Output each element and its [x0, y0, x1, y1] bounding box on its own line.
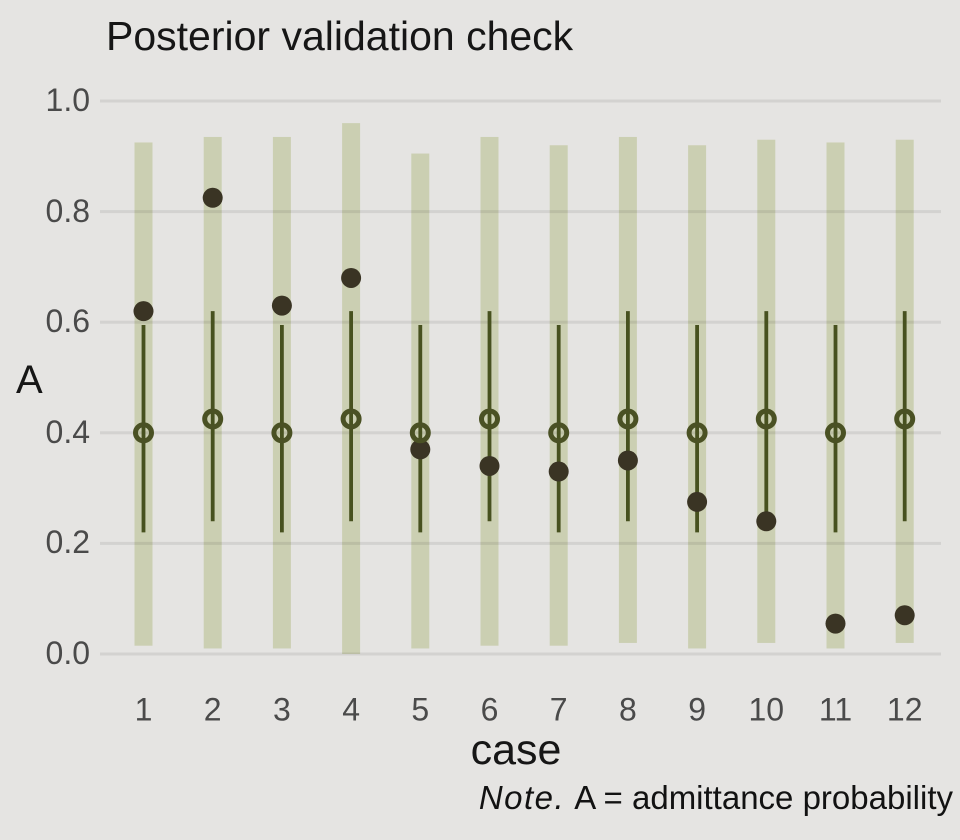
gridline [100, 210, 941, 214]
y-axis-label: A [16, 358, 43, 402]
observed-dot [894, 605, 915, 626]
observed-dot [825, 613, 846, 634]
observed-dot [756, 511, 777, 532]
observed-dot [479, 455, 500, 476]
median-open-circle [271, 422, 293, 444]
median-open-circle [202, 408, 224, 430]
observed-dot [341, 267, 362, 288]
y-tick-label: 1.0 [45, 81, 90, 118]
x-tick-label: 4 [342, 691, 360, 728]
y-tick-label: 0.2 [45, 524, 90, 561]
y-tick-label: 0.4 [45, 413, 90, 450]
y-tick-label: 0.0 [45, 634, 90, 671]
x-tick-label: 8 [618, 691, 637, 728]
x-tick-label: 7 [549, 691, 568, 728]
x-tick-label: 12 [886, 691, 923, 728]
chart-title: Posterior validation check [106, 13, 574, 59]
x-tick-label: 1 [134, 691, 153, 728]
x-tick-label: 2 [203, 691, 222, 728]
x-tick-label: 5 [411, 691, 430, 728]
x-tick-label: 11 [818, 691, 853, 728]
y-tick-label: 0.8 [45, 192, 90, 229]
median-open-circle [548, 422, 570, 444]
median-open-circle [479, 408, 500, 430]
median-open-circle [755, 408, 777, 430]
x-tick-label: 3 [272, 691, 291, 728]
median-open-circle [340, 408, 362, 430]
y-tick-label: 0.6 [45, 302, 90, 339]
median-open-circle [825, 422, 846, 444]
observed-dot [548, 461, 569, 482]
note-text: A = admittance probability [574, 779, 953, 816]
gridline [100, 541, 941, 545]
x-tick-label: 10 [748, 691, 785, 728]
observed-dot [410, 439, 431, 460]
median-open-circle [617, 408, 639, 430]
note-label: Note. [478, 779, 566, 816]
observed-dot [202, 187, 223, 208]
observed-dot [133, 301, 154, 322]
chart-note: Note. A = admittance probability [479, 779, 953, 817]
gridline [100, 431, 941, 435]
observed-dot [687, 491, 708, 512]
gridline [100, 320, 941, 324]
observed-dot [617, 450, 638, 471]
x-tick-label: 9 [688, 691, 706, 728]
observed-dot [271, 295, 292, 316]
x-tick-label: 6 [480, 691, 499, 728]
median-open-circle [686, 422, 708, 444]
median-open-circle [409, 422, 431, 444]
gridline [100, 99, 941, 103]
median-open-circle [133, 422, 154, 444]
median-open-circle [894, 408, 916, 430]
x-axis-label: case [470, 726, 562, 774]
gridline [100, 652, 941, 656]
